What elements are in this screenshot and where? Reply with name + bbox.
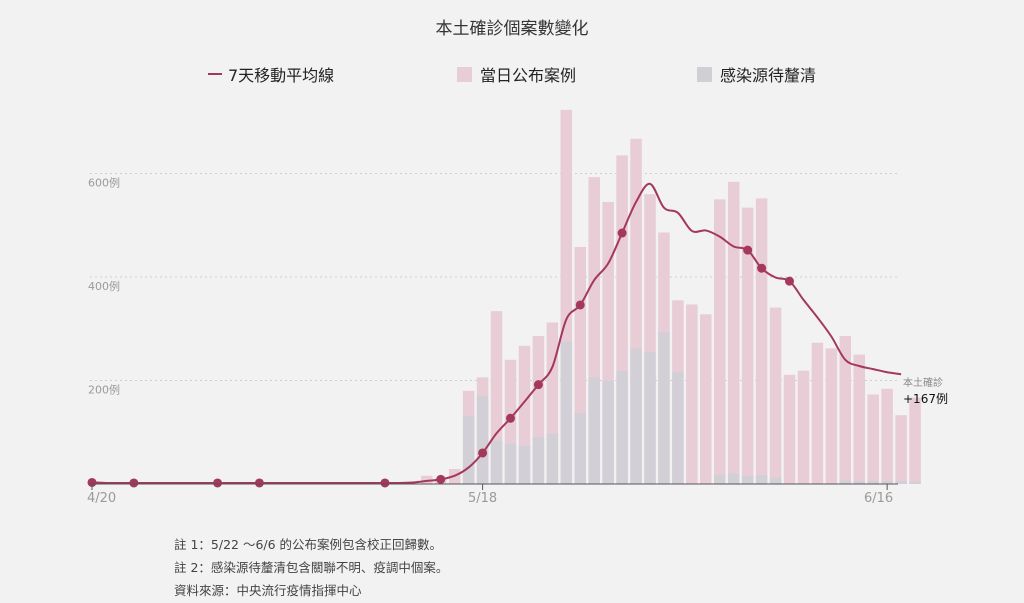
daily-case-bar	[783, 374, 796, 484]
daily-case-bar	[616, 155, 628, 484]
daily-case-bar	[825, 348, 838, 484]
daily-case-bar	[700, 314, 712, 484]
daily-case-bar	[518, 345, 531, 484]
daily-case-bar	[853, 354, 865, 484]
daily-case-bar	[811, 342, 824, 484]
pending-source-bar	[881, 480, 893, 484]
moving-average-marker	[436, 474, 446, 484]
pending-source-bar	[672, 371, 684, 484]
daily-case-bar	[714, 199, 726, 484]
legend-item-pending-source: 感染源待釐清	[697, 62, 816, 86]
pending-source-bar	[769, 477, 782, 484]
daily-case-bar	[490, 311, 503, 484]
pending-source-bar	[462, 415, 475, 484]
pending-source-bar	[658, 332, 670, 484]
legend-label-pending: 感染源待釐清	[720, 66, 817, 85]
daily-case-bar	[797, 370, 810, 484]
note-2: 註 2：感染源待釐清包含關聯不明、疫調中個案。	[174, 560, 449, 575]
pending-source-bar	[476, 395, 489, 484]
pending-source-bar	[574, 413, 586, 484]
legend-label-average: 7天移動平均線	[228, 66, 335, 85]
moving-average-marker	[757, 263, 767, 273]
pending-source-bar	[839, 480, 852, 484]
daily-case-bar	[630, 138, 642, 484]
data-source-note: 資料來源：中央流行疫情指揮中心	[174, 583, 362, 598]
moving-average-marker	[575, 300, 585, 310]
x-tick-label: 4/20	[87, 491, 116, 506]
legend-swatch-pending	[697, 66, 712, 82]
legend-line-swatch	[208, 73, 222, 75]
x-tick-label: 6/16	[864, 491, 893, 506]
pending-source-bar	[895, 480, 907, 484]
daily-case-bar	[909, 397, 921, 484]
pending-source-bar	[588, 377, 600, 484]
daily-case-bar	[546, 322, 559, 484]
pending-source-bar	[909, 481, 921, 484]
legend-label-daily: 當日公布案例	[480, 66, 577, 85]
daily-case-bar	[686, 304, 698, 484]
daily-case-bar	[867, 394, 879, 484]
legend-item-average-line: 7天移動平均線	[208, 62, 334, 86]
pending-source-bar	[518, 445, 531, 484]
daily-case-bar	[644, 194, 656, 484]
daily-case-bar	[560, 109, 573, 484]
daily-case-bar	[769, 307, 782, 484]
pending-source-bar	[727, 473, 740, 484]
daily-case-bar	[421, 475, 433, 484]
daily-case-bar	[839, 335, 852, 484]
daily-case-bar	[574, 246, 586, 484]
moving-average-marker	[743, 245, 753, 255]
pending-source-bar	[546, 433, 559, 484]
pending-source-bar	[616, 371, 628, 484]
pending-source-bar	[532, 436, 545, 484]
daily-case-bar	[741, 207, 754, 484]
moving-average-marker	[785, 276, 794, 286]
y-tick-label: 400例	[88, 279, 120, 293]
annotation-label: 本土確診	[903, 376, 943, 389]
moving-average-marker	[380, 478, 390, 488]
daily-case-bar	[881, 388, 893, 484]
moving-average-marker	[506, 413, 515, 423]
pending-source-bar	[853, 480, 865, 484]
pending-source-bar	[741, 475, 754, 484]
pending-source-bar	[490, 440, 503, 484]
legend-item-daily-cases: 當日公布案例	[457, 62, 576, 86]
moving-average-line	[91, 182, 902, 485]
note-1: 註 1：5/22 ～6/6 的公布案例包含校正回歸數。	[174, 537, 443, 552]
daily-case-bar	[532, 335, 545, 484]
chart-title: 本土確診個案數變化	[435, 19, 589, 39]
pending-source-bar	[755, 475, 768, 484]
pending-source-bar	[602, 380, 614, 484]
legend-swatch-daily	[457, 66, 472, 82]
daily-case-bar	[602, 201, 614, 484]
moving-average-marker	[254, 478, 264, 488]
pending-source-bar	[644, 352, 656, 484]
moving-average-marker	[213, 478, 223, 488]
pending-source-bar	[714, 475, 726, 484]
moving-average-marker	[533, 380, 543, 390]
pending-source-bar	[504, 443, 517, 484]
x-tick-label: 5/18	[468, 491, 497, 506]
moving-average-marker	[129, 478, 139, 488]
daily-case-bar	[895, 415, 907, 484]
pending-source-bar	[867, 480, 879, 484]
moving-average-marker	[617, 228, 627, 238]
pending-source-bar	[560, 341, 573, 484]
daily-case-bar	[588, 177, 600, 484]
moving-average-marker	[87, 477, 97, 487]
pending-source-bar	[630, 348, 642, 484]
daily-case-bar	[727, 181, 740, 484]
annotation-value: +167例	[903, 392, 948, 406]
daily-case-bar	[755, 198, 768, 484]
y-tick-label: 200例	[88, 383, 120, 397]
moving-average-marker	[478, 448, 488, 458]
y-tick-label: 600例	[88, 176, 120, 190]
